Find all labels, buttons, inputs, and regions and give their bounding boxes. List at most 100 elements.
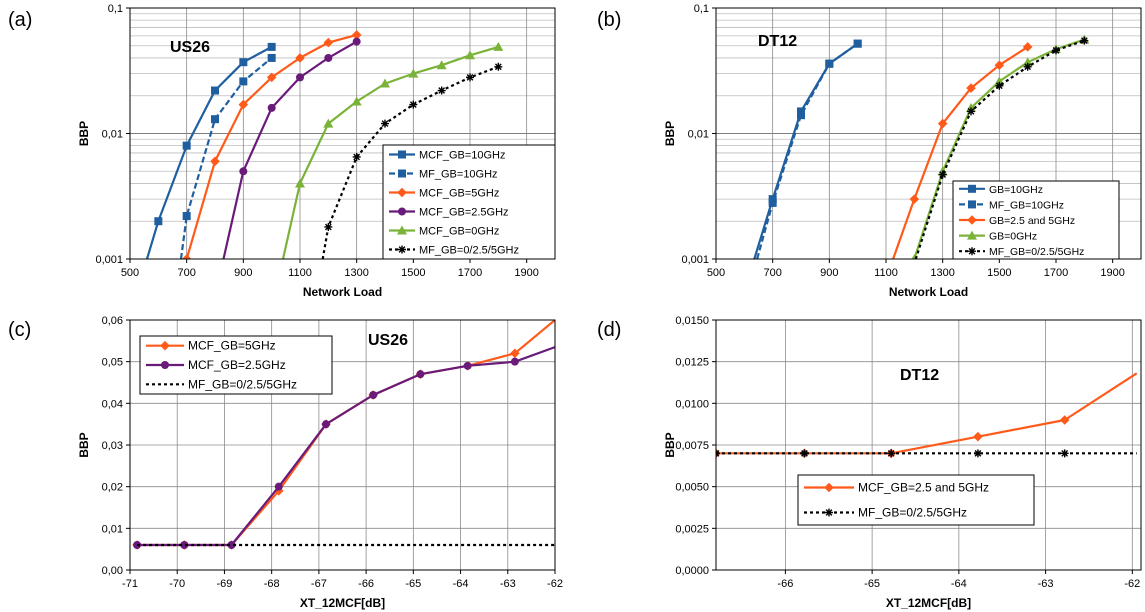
- panel-label-b: (b): [597, 9, 621, 31]
- legend-swatch-marker: [967, 230, 977, 240]
- x-tick-label: 500: [121, 267, 139, 279]
- data-point-marker: [380, 78, 390, 88]
- data-point-marker: [1059, 415, 1070, 425]
- x-tick-label: 500: [707, 267, 725, 279]
- data-point-marker: [1080, 36, 1089, 45]
- x-tick-label: 700: [177, 267, 195, 279]
- data-point-marker: [154, 217, 163, 226]
- data-point-marker: [465, 50, 475, 60]
- plot-border: [129, 7, 556, 260]
- data-point-marker: [324, 222, 333, 231]
- data-point-marker: [352, 37, 361, 46]
- chart-panel-b: 0,001 0,01 0,1 500 700 900 1100 1300 1500 1700 190…: [663, 3, 1142, 299]
- x-tick-label: 700: [763, 267, 781, 279]
- legend-swatch-marker: [967, 215, 977, 225]
- x-tick-label: 1700: [458, 267, 482, 279]
- data-point-marker: [463, 361, 472, 370]
- data-point-marker: [937, 118, 948, 129]
- data-point-marker: [324, 53, 333, 62]
- legend-swatch-marker: [398, 150, 406, 159]
- legend-swatch-marker: [161, 361, 169, 369]
- data-point-marker: [967, 107, 975, 116]
- legend-entry-label: MCF_GB=2.5GHz: [188, 358, 286, 372]
- y-tick-label: 0,0000: [675, 565, 709, 577]
- data-point-marker: [887, 449, 896, 458]
- data-point-marker: [266, 72, 277, 83]
- data-point-marker: [1060, 449, 1069, 458]
- x-tick-label: -69: [216, 578, 232, 590]
- y-tick-label: 0,04: [102, 398, 123, 410]
- legend-entry-label: MF_GB=0/2.5/5GHz: [188, 377, 297, 391]
- legend-entry-label: MCF_GB=5GHz: [188, 339, 276, 353]
- x-tick-label: 1300: [344, 267, 368, 279]
- series-group: [132, 320, 555, 550]
- x-tick-label: 900: [820, 267, 838, 279]
- data-point-marker: [510, 348, 520, 359]
- x-tick-label: -63: [1038, 578, 1054, 590]
- legend-swatch-marker: [968, 200, 976, 209]
- data-point-marker: [351, 96, 362, 106]
- x-tick-label: -63: [500, 578, 516, 590]
- x-tick-label: -64: [453, 578, 469, 590]
- y-tick-label: 0,05: [102, 357, 123, 369]
- data-point-marker: [800, 449, 809, 458]
- data-point-marker: [210, 156, 220, 167]
- series-line: [222, 40, 358, 259]
- x-tick-label: 1900: [1100, 267, 1124, 279]
- legend-entry-label: GB=2.5 and 5GHz: [989, 215, 1075, 227]
- y-axis-label: BBP: [77, 121, 91, 146]
- y-tick-label: 0,1: [694, 3, 709, 15]
- data-point-marker: [296, 73, 304, 82]
- data-point-marker: [133, 541, 142, 549]
- data-point-marker: [995, 81, 1004, 90]
- series-line: [321, 65, 499, 259]
- x-tick-label: -70: [169, 578, 185, 590]
- y-tick-label: 0,0125: [675, 357, 709, 369]
- data-point-marker: [239, 77, 248, 86]
- x-axis-label: Network Load: [889, 285, 968, 299]
- data-point-marker: [1022, 42, 1033, 52]
- y-axis-label: BBP: [663, 432, 677, 457]
- data-point-marker: [267, 103, 276, 112]
- data-point-marker: [966, 83, 976, 93]
- legend-swatch-marker: [397, 225, 407, 235]
- legend-swatch-marker: [968, 247, 976, 256]
- y-tick-label: 0,0025: [675, 523, 709, 535]
- x-tick-label: -71: [122, 578, 138, 590]
- data-point-marker: [369, 391, 378, 399]
- x-tick-label: -62: [1124, 578, 1140, 590]
- legend-entry-label: MF_GB=10GHz: [989, 199, 1064, 211]
- legend-entry-label: MCF_GB=0GHz: [419, 226, 499, 238]
- y-tick-label: 0,1: [108, 3, 123, 15]
- legend-swatch-marker: [968, 184, 976, 193]
- y-tick-label: 0,06: [102, 315, 123, 327]
- x-tick-label: -66: [358, 578, 374, 590]
- y-tick-label: 0,01: [102, 523, 123, 535]
- chart-title: DT12: [758, 33, 797, 50]
- legend-entry-label: MCF_GB=2.5 and 5GHz: [858, 481, 989, 495]
- legend-entry-label: MF_GB=0/2.5/5GHz: [419, 245, 519, 257]
- chart-title: US26: [170, 39, 210, 56]
- legend-swatch-marker: [825, 508, 833, 517]
- y-axis-label: BBP: [77, 432, 91, 457]
- plot-border: [129, 319, 556, 571]
- x-tick-label: -65: [864, 578, 880, 590]
- series-line: [892, 45, 1029, 259]
- data-point-marker: [182, 212, 191, 221]
- y-tick-label: 0,0075: [675, 440, 709, 452]
- legend-box: [382, 144, 556, 260]
- data-point-marker: [1023, 62, 1032, 71]
- data-point-marker: [768, 198, 777, 207]
- data-point-marker: [352, 152, 361, 161]
- panel-label-d: (d): [597, 319, 621, 341]
- data-point-marker: [267, 42, 276, 51]
- x-tick-label: -64: [951, 578, 967, 590]
- legend-entry-label: MF_GB=10GHz: [419, 169, 498, 181]
- legend-box: [797, 474, 1035, 526]
- plot-border: [715, 7, 1142, 260]
- x-tick-label: 1700: [1044, 267, 1068, 279]
- x-axis-label: XT_12MCF[dB]: [886, 596, 971, 610]
- legend-entry-label: MF_GB=0/2.5/5GHz: [989, 246, 1084, 258]
- series-group: [145, 30, 504, 259]
